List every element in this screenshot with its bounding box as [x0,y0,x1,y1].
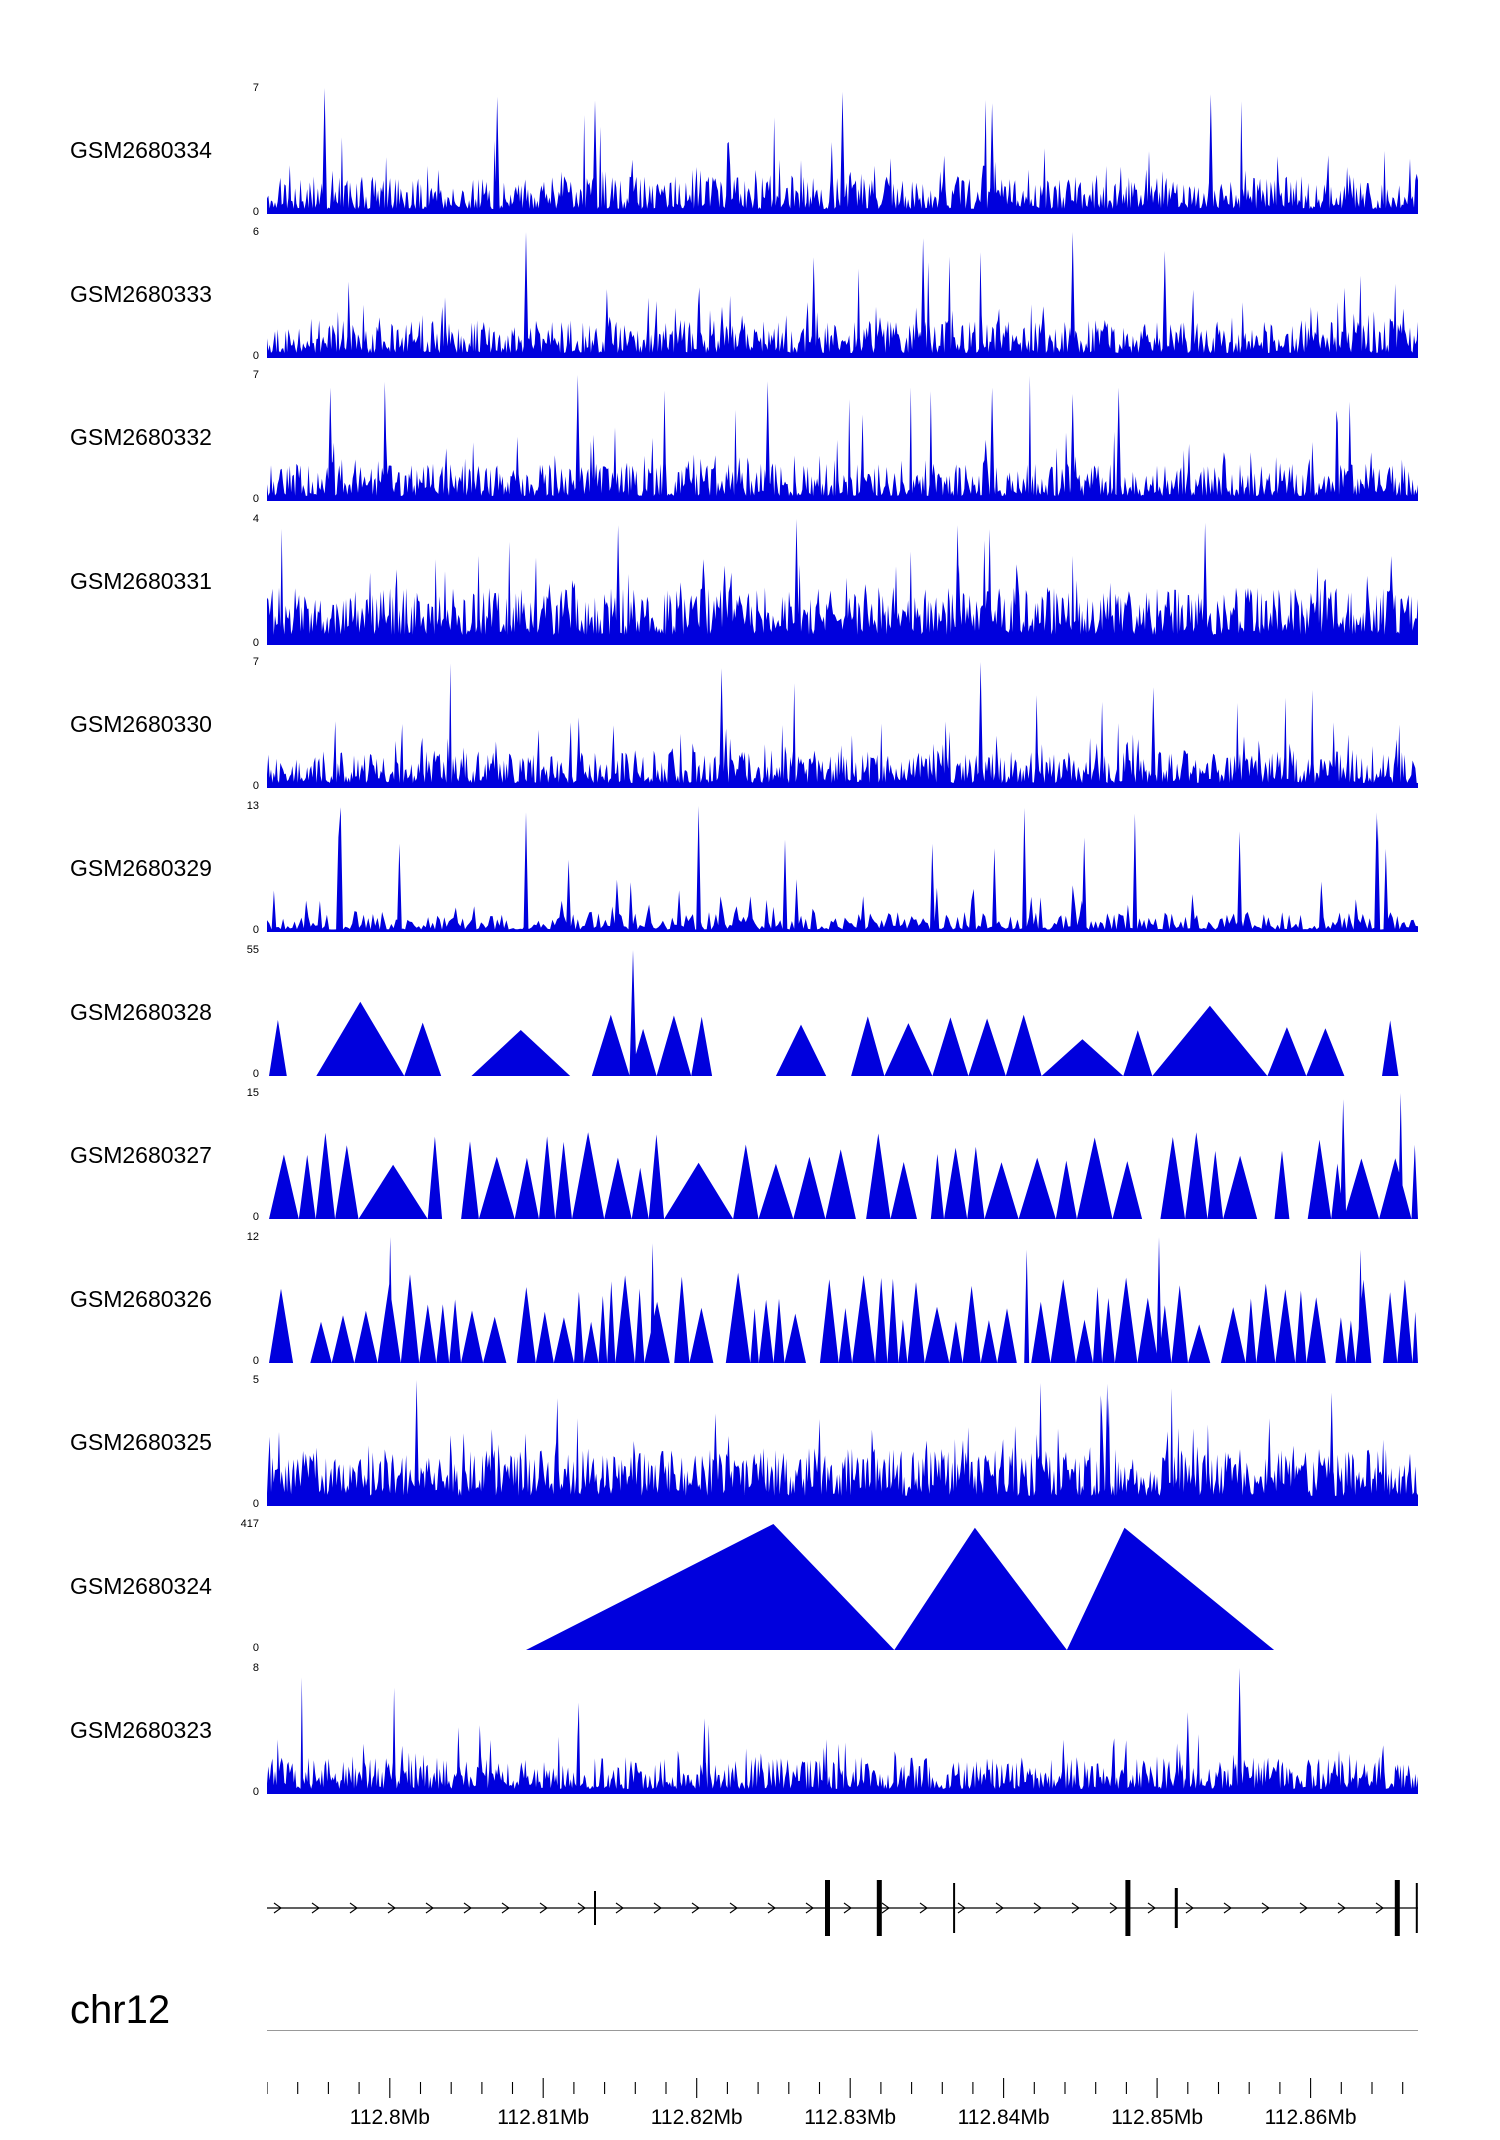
exon-bar [1415,1883,1418,1933]
exon-bar [1394,1880,1400,1936]
axis-tick-label: 112.85Mb [1111,2106,1203,2129]
track-ymax-label: 4 [252,512,259,525]
coverage-signal-path [267,231,1418,358]
coverage-signal-path [267,662,1418,789]
coverage-signal-path [269,1093,1418,1220]
track-ymin-label: 0 [252,1354,259,1367]
strand-arrowheads-icon [273,1902,1384,1914]
track-ymax-label: 13 [246,800,259,812]
track-ymin-label: 0 [252,924,259,936]
track-ymax-label: 7 [252,82,259,94]
coverage-signal-path [267,88,1418,214]
track-ymax-label: 8 [252,1661,259,1674]
coverage-signal [269,1093,1418,1220]
track-ymin-label: 0 [252,349,259,362]
track-label: GSM2680325 [70,1429,212,1456]
coverage-signal [269,1236,1418,1363]
track-ymin-label: 0 [252,1498,259,1511]
coverage-signal-path [267,806,1418,932]
axis-separator-line [267,2030,1418,2031]
track-label: GSM2680327 [70,1142,212,1169]
track-ymax-label: 5 [252,1374,259,1387]
track-ymax-label: 7 [252,656,259,669]
axis-tick [267,2078,1404,2098]
track-ymin-label: 0 [252,1785,259,1798]
coverage-signal-path [526,1524,1275,1650]
exon-bar [825,1880,830,1936]
track-ymax-label: 12 [246,1230,259,1243]
coverage-signal-path [267,518,1418,645]
track-label: GSM2680334 [70,137,212,163]
coverage-signal [269,949,1399,1076]
coverage-signal [267,1667,1418,1794]
track-label: GSM2680333 [70,280,212,307]
coverage-signal-path [267,375,1418,502]
coverage-signal-path [267,1380,1418,1507]
exon-bar [876,1880,882,1936]
coverage-signal [526,1524,1275,1650]
axis-tick-label: 112.82Mb [651,2106,743,2129]
track-ymin-label: 0 [252,493,259,506]
track-label: GSM2680328 [70,998,212,1025]
coverage-signal [267,231,1418,358]
track-ymax-label: 15 [246,1087,259,1100]
track-label: GSM2680324 [70,1573,212,1599]
track-ymin-label: 0 [252,1642,259,1654]
axis-tick-label: 112.81Mb [497,2106,589,2129]
axis-tick-label: 112.86Mb [1265,2106,1357,2129]
track-label: GSM2680331 [70,567,212,594]
track-label: GSM2680323 [70,1716,212,1743]
exon-bar [594,1891,596,1925]
coverage-signal-path [267,1667,1418,1794]
coverage-signal [267,662,1418,789]
track-ymax-label: 7 [252,369,259,382]
track-label: GSM2680329 [70,855,212,881]
track-label: GSM2680326 [70,1285,212,1312]
chromosome-label: chr12 [70,1988,171,2032]
track-ymax-label: 6 [252,225,259,238]
coverage-signal-path [269,949,1399,1076]
track-label: GSM2680330 [70,711,212,738]
coverage-signal [267,375,1418,502]
genomic-ruler-svg: 112.8Mb 112.81Mb 112.82Mb 112.83Mb 112.84Mb 1… [267,2078,1404,2129]
axis-tick-label: 112.84Mb [958,2106,1050,2129]
track-ymin-label: 0 [252,636,259,649]
track-ymin-label: 0 [252,1211,259,1224]
axis-tick-label: 112.83Mb [804,2106,896,2129]
track-ymin-label: 0 [252,206,259,218]
gene-model-svg [267,1880,1418,1936]
track-ymin-label: 0 [252,1067,259,1080]
exon-bar [1174,1888,1178,1928]
track-ymin-label: 0 [252,780,259,793]
coverage-signal-path [269,1236,1418,1363]
track-ymax-label: 417 [240,1518,259,1530]
coverage-signal [267,1380,1418,1507]
exon-bar [1125,1880,1131,1936]
coverage-signal [267,806,1418,932]
axis-tick-label: 112.8Mb [350,2106,430,2129]
coverage-signal [267,88,1418,214]
coverage-signal [267,518,1418,645]
track-ymax-label: 55 [246,943,259,956]
exon-bar [953,1883,956,1933]
track-label: GSM2680332 [70,424,212,451]
